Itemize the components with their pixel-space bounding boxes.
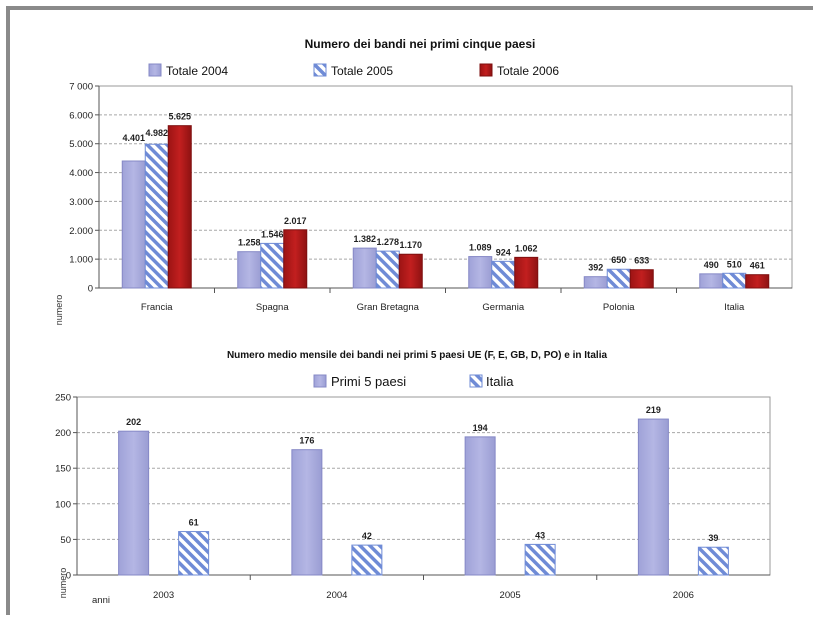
chart2-data-label: 194 [473,423,488,433]
legend2-swatch-italia [469,374,483,388]
legend1-swatch-2005 [313,63,327,77]
chart1-data-label: 924 [496,247,511,257]
chart1-category-label: Gran Bretagna [357,302,420,313]
chart1-bar-totale-2004-polonia [583,276,608,289]
chart1-data-label: 392 [588,263,603,273]
chart2-bar-italia-2006 [697,546,729,576]
chart1-bar-totale-2005-polonia [606,268,631,289]
chart1-bar-totale-2004-francia [121,160,146,289]
chart1-ytick-label: 6.000 [69,110,93,121]
chart2-data-label: 39 [708,533,718,543]
chart2-category-label: 2005 [500,590,521,601]
chart1-data-label: 1.170 [399,240,422,250]
chart1-data-label: 490 [704,260,719,270]
chart1-bar-totale-2006-francia [167,125,192,289]
chart1-data-label: 1.089 [469,243,492,253]
chart2-data-label: 43 [535,530,545,540]
chart2-ylabel: numero [58,568,68,599]
chart2-data-label: 176 [299,436,314,446]
chart1-ytick-label: 4.000 [69,168,93,179]
chart1-legend: Totale 2004 Totale 2005 Totale 2006 [148,63,559,78]
chart1-bar-totale-2006-polonia [629,269,654,289]
legend1-swatch-2004 [148,63,162,77]
chart1-category-label: Germania [482,302,524,313]
chart1-data-label: 1.278 [376,237,399,247]
chart1-category-label: Francia [141,302,173,313]
chart1-data-label: 1.546 [261,229,284,239]
chart1-title: Numero dei bandi nei primi cinque paesi [305,37,536,51]
chart1-bar-totale-2005-francia [144,143,169,289]
chart1-data-label: 1.258 [238,238,261,248]
chart2-bar-italia-2005 [524,543,556,576]
chart1-bar-totale-2006-spagna [283,229,308,289]
figure-frame [6,6,813,615]
chart1-bar-totale-2006-italia [745,274,770,289]
chart1-ytick-label: 5.000 [69,139,93,150]
chart1-data-label: 650 [611,255,626,265]
chart1-bar-totale-2004-italia [699,273,724,289]
chart1-data-label: 1.062 [515,243,538,253]
legend1-label-2004: Totale 2004 [166,64,228,78]
chart2-plot: 0 50 100 150 200 250 202 61 2003 176 42 2004 194 43 20… [55,393,771,601]
chart-marks: 0 1.000 2.000 3.000 4.000 5.000 6.000 7 000 4.40… [55,82,793,601]
chart2-ytick-label: 200 [55,428,71,439]
chart1-data-label: 510 [727,259,742,269]
chart1-bar-totale-2006-gran-bretagna [398,253,423,289]
chart2-data-label: 219 [646,405,661,415]
legend2-label-primi: Primi 5 paesi [331,374,406,389]
chart2-category-label: 2006 [673,590,694,601]
chart2-bar-italia-2003 [178,531,210,576]
chart1-category-label: Italia [724,302,745,313]
chart2-xlabel: anni [92,595,110,606]
legend2-label-italia: Italia [486,374,514,389]
chart1-bar-totale-2006-germania [514,256,539,289]
chart2-ytick-label: 0 [66,571,71,582]
chart1-ytick-label: 1.000 [69,255,93,266]
chart2-data-label: 202 [126,417,141,427]
chart1-bar-totale-2005-gran-bretagna [375,250,400,289]
chart1-data-label: 633 [634,256,649,266]
chart1-ytick-label: 7 000 [69,82,93,93]
chart2-category-label: 2003 [153,590,174,601]
chart2-bar-primi-5-paesi-2004 [291,449,323,576]
chart2-data-label: 42 [362,531,372,541]
chart1-category-label: Polonia [603,302,635,313]
chart1-ytick-label: 3.000 [69,197,93,208]
chart1-data-label: 5.625 [168,112,191,122]
chart1-bar-totale-2004-germania [468,256,493,289]
chart2-ytick-label: 50 [60,535,71,546]
chart1-data-label: 461 [750,261,765,271]
chart1-bar-totale-2004-spagna [237,251,262,289]
chart1-plot-area [98,85,793,289]
chart1-data-label: 1.382 [353,234,376,244]
chart1-data-label: 4.982 [145,128,168,138]
chart2-bar-primi-5-paesi-2003 [118,430,150,576]
chart1-plot: 0 1.000 2.000 3.000 4.000 5.000 6.000 7 000 4.40… [69,82,793,313]
legend1-swatch-2006 [479,63,493,77]
chart1-bar-totale-2005-italia [722,272,747,289]
chart2-title: Numero medio mensile dei bandi nei primi… [227,350,608,361]
chart1-ytick-label: 0 [88,284,93,295]
legend1-label-2006: Totale 2006 [497,64,559,78]
chart2-legend: Primi 5 paesi Italia [313,374,514,389]
chart2-category-label: 2004 [326,590,347,601]
legend2-swatch-primi [313,374,327,388]
chart2-bar-primi-5-paesi-2005 [464,436,496,576]
chart2-ytick-label: 100 [55,499,71,510]
chart1-category-label: Spagna [256,302,289,313]
chart2-bar-primi-5-paesi-2006 [637,418,669,576]
chart2-data-label: 61 [189,518,199,528]
chart1-bar-totale-2005-spagna [260,242,285,289]
chart1-bar-totale-2005-germania [491,260,516,289]
chart1-ytick-label: 2.000 [69,226,93,237]
legend1-label-2005: Totale 2005 [331,64,393,78]
chart2-ytick-label: 250 [55,393,71,404]
chart2-ytick-label: 150 [55,464,71,475]
chart1-data-label: 2.017 [284,216,307,226]
chart2-bar-italia-2004 [351,544,383,576]
chart1-ylabel: numero [54,295,64,326]
chart1-bar-totale-2004-gran-bretagna [352,247,377,289]
chart1-data-label: 4.401 [122,133,145,143]
